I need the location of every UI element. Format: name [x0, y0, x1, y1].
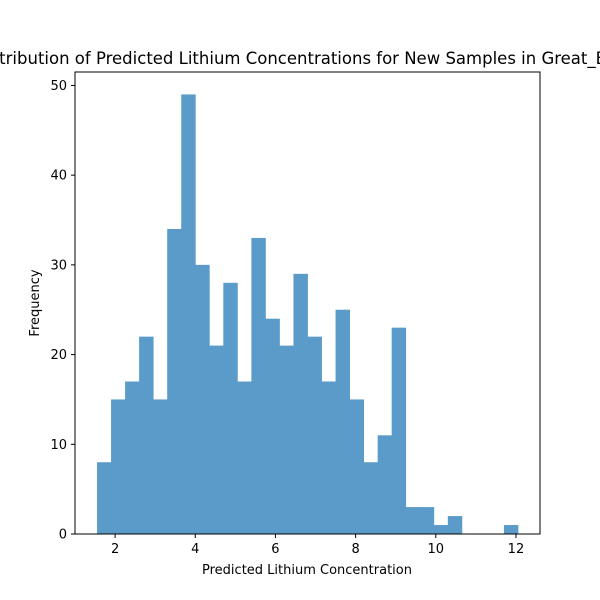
- histogram-bar: [195, 264, 210, 534]
- y-tick-label: 0: [59, 528, 67, 543]
- histogram-bar: [405, 507, 421, 534]
- x-tick-label: 12: [508, 542, 525, 557]
- y-tick-label: 40: [50, 169, 67, 184]
- y-axis-ticks: 0 10 20 30 40 50: [50, 79, 75, 543]
- histogram-bar: [307, 336, 322, 534]
- x-tick-label: 2: [111, 542, 119, 557]
- histogram-bars: [97, 94, 519, 535]
- chart-title: Distribution of Predicted Lithium Concen…: [0, 49, 600, 69]
- histogram-bar: [237, 381, 252, 534]
- x-tick-label: 8: [351, 542, 359, 557]
- histogram-bar: [377, 435, 393, 534]
- y-tick-label: 10: [50, 438, 67, 453]
- histogram-bar: [503, 525, 519, 534]
- histogram-bar: [447, 516, 463, 534]
- histogram-bar: [153, 399, 168, 534]
- histogram-bar: [419, 507, 435, 534]
- histogram-bar: [335, 309, 350, 534]
- x-tick-label: 6: [271, 542, 279, 557]
- histogram-bar: [167, 228, 182, 535]
- histogram-bar: [391, 327, 407, 534]
- x-tick-label: 4: [191, 542, 199, 557]
- x-axis-ticks: 2 4 6 8 10 12: [111, 534, 524, 557]
- histogram-bar: [223, 282, 238, 534]
- histogram-bar: [181, 94, 196, 535]
- x-axis-label: Predicted Lithium Concentration: [202, 563, 412, 578]
- histogram-bar: [363, 462, 379, 534]
- plot-frame: [74, 71, 541, 535]
- histogram-bar: [265, 318, 280, 534]
- histogram-bar: [209, 345, 224, 534]
- histogram-bar: [97, 462, 112, 534]
- histogram-bar: [279, 345, 294, 534]
- histogram-bar: [125, 381, 140, 534]
- y-axis-label: Frequency: [28, 269, 43, 336]
- histogram-bar: [293, 273, 308, 534]
- histogram-bar: [111, 399, 126, 534]
- y-tick-label: 20: [50, 348, 67, 363]
- histogram-bar: [251, 237, 266, 534]
- histogram-bar: [139, 336, 154, 534]
- y-tick-label: 30: [50, 258, 67, 273]
- histogram-bar: [433, 525, 449, 534]
- histogram-bar: [349, 399, 365, 534]
- y-tick-label: 50: [50, 79, 67, 94]
- histogram-bar: [321, 381, 336, 534]
- x-tick-label: 10: [428, 542, 445, 557]
